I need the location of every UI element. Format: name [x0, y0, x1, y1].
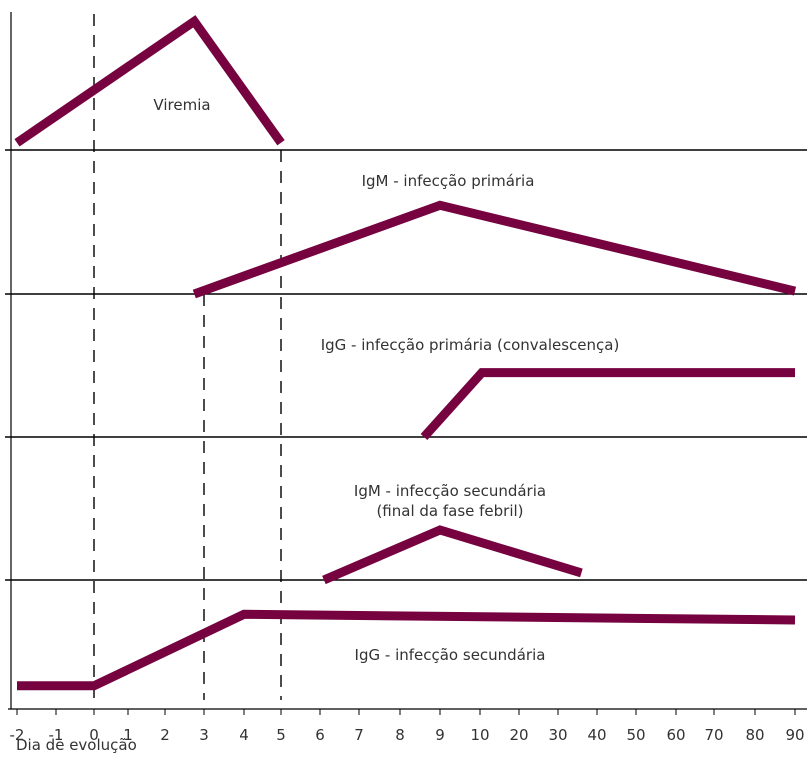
x-tick-label: 30 — [548, 726, 567, 744]
x-tick-label: 2 — [160, 726, 170, 744]
x-tick-label: 8 — [395, 726, 405, 744]
series-line-2 — [192, 200, 797, 299]
x-tick-label: 9 — [435, 726, 445, 744]
x-tick-label: 70 — [704, 726, 723, 744]
x-tick-label: 60 — [666, 726, 685, 744]
series-label-4: IgM - infecção secundária — [354, 482, 546, 500]
x-tick-label: 0 — [89, 726, 99, 744]
x-tick-label: -2 — [10, 726, 25, 744]
x-tick-label: 7 — [354, 726, 364, 744]
x-tick-label: 5 — [276, 726, 286, 744]
series-label-1: Viremia — [153, 96, 210, 114]
series-line-4 — [322, 525, 583, 585]
x-tick-label: 50 — [626, 726, 645, 744]
x-tick-label: 6 — [315, 726, 325, 744]
series-label-5: IgG - infecção secundária — [355, 646, 546, 664]
x-tick-label: 80 — [745, 726, 764, 744]
series-line-3 — [420, 368, 795, 441]
x-tick-label: 4 — [239, 726, 249, 744]
x-tick-label: 40 — [587, 726, 606, 744]
x-tick-label: 90 — [785, 726, 804, 744]
x-tick-label: 3 — [199, 726, 209, 744]
x-tick-label: 1 — [123, 726, 133, 744]
series-line-5 — [17, 609, 796, 691]
series-label-2: IgM - infecção primária — [362, 172, 535, 190]
x-tick-label: -1 — [49, 726, 64, 744]
x-axis-label: Dia de evolução — [16, 736, 137, 754]
series-label-3: IgG - infecção primária (convalescença) — [321, 336, 620, 354]
x-tick-label: 10 — [470, 726, 489, 744]
series-label-4: (final da fase febril) — [376, 502, 523, 520]
x-tick-label: 20 — [509, 726, 528, 744]
series-line-1 — [14, 15, 285, 147]
